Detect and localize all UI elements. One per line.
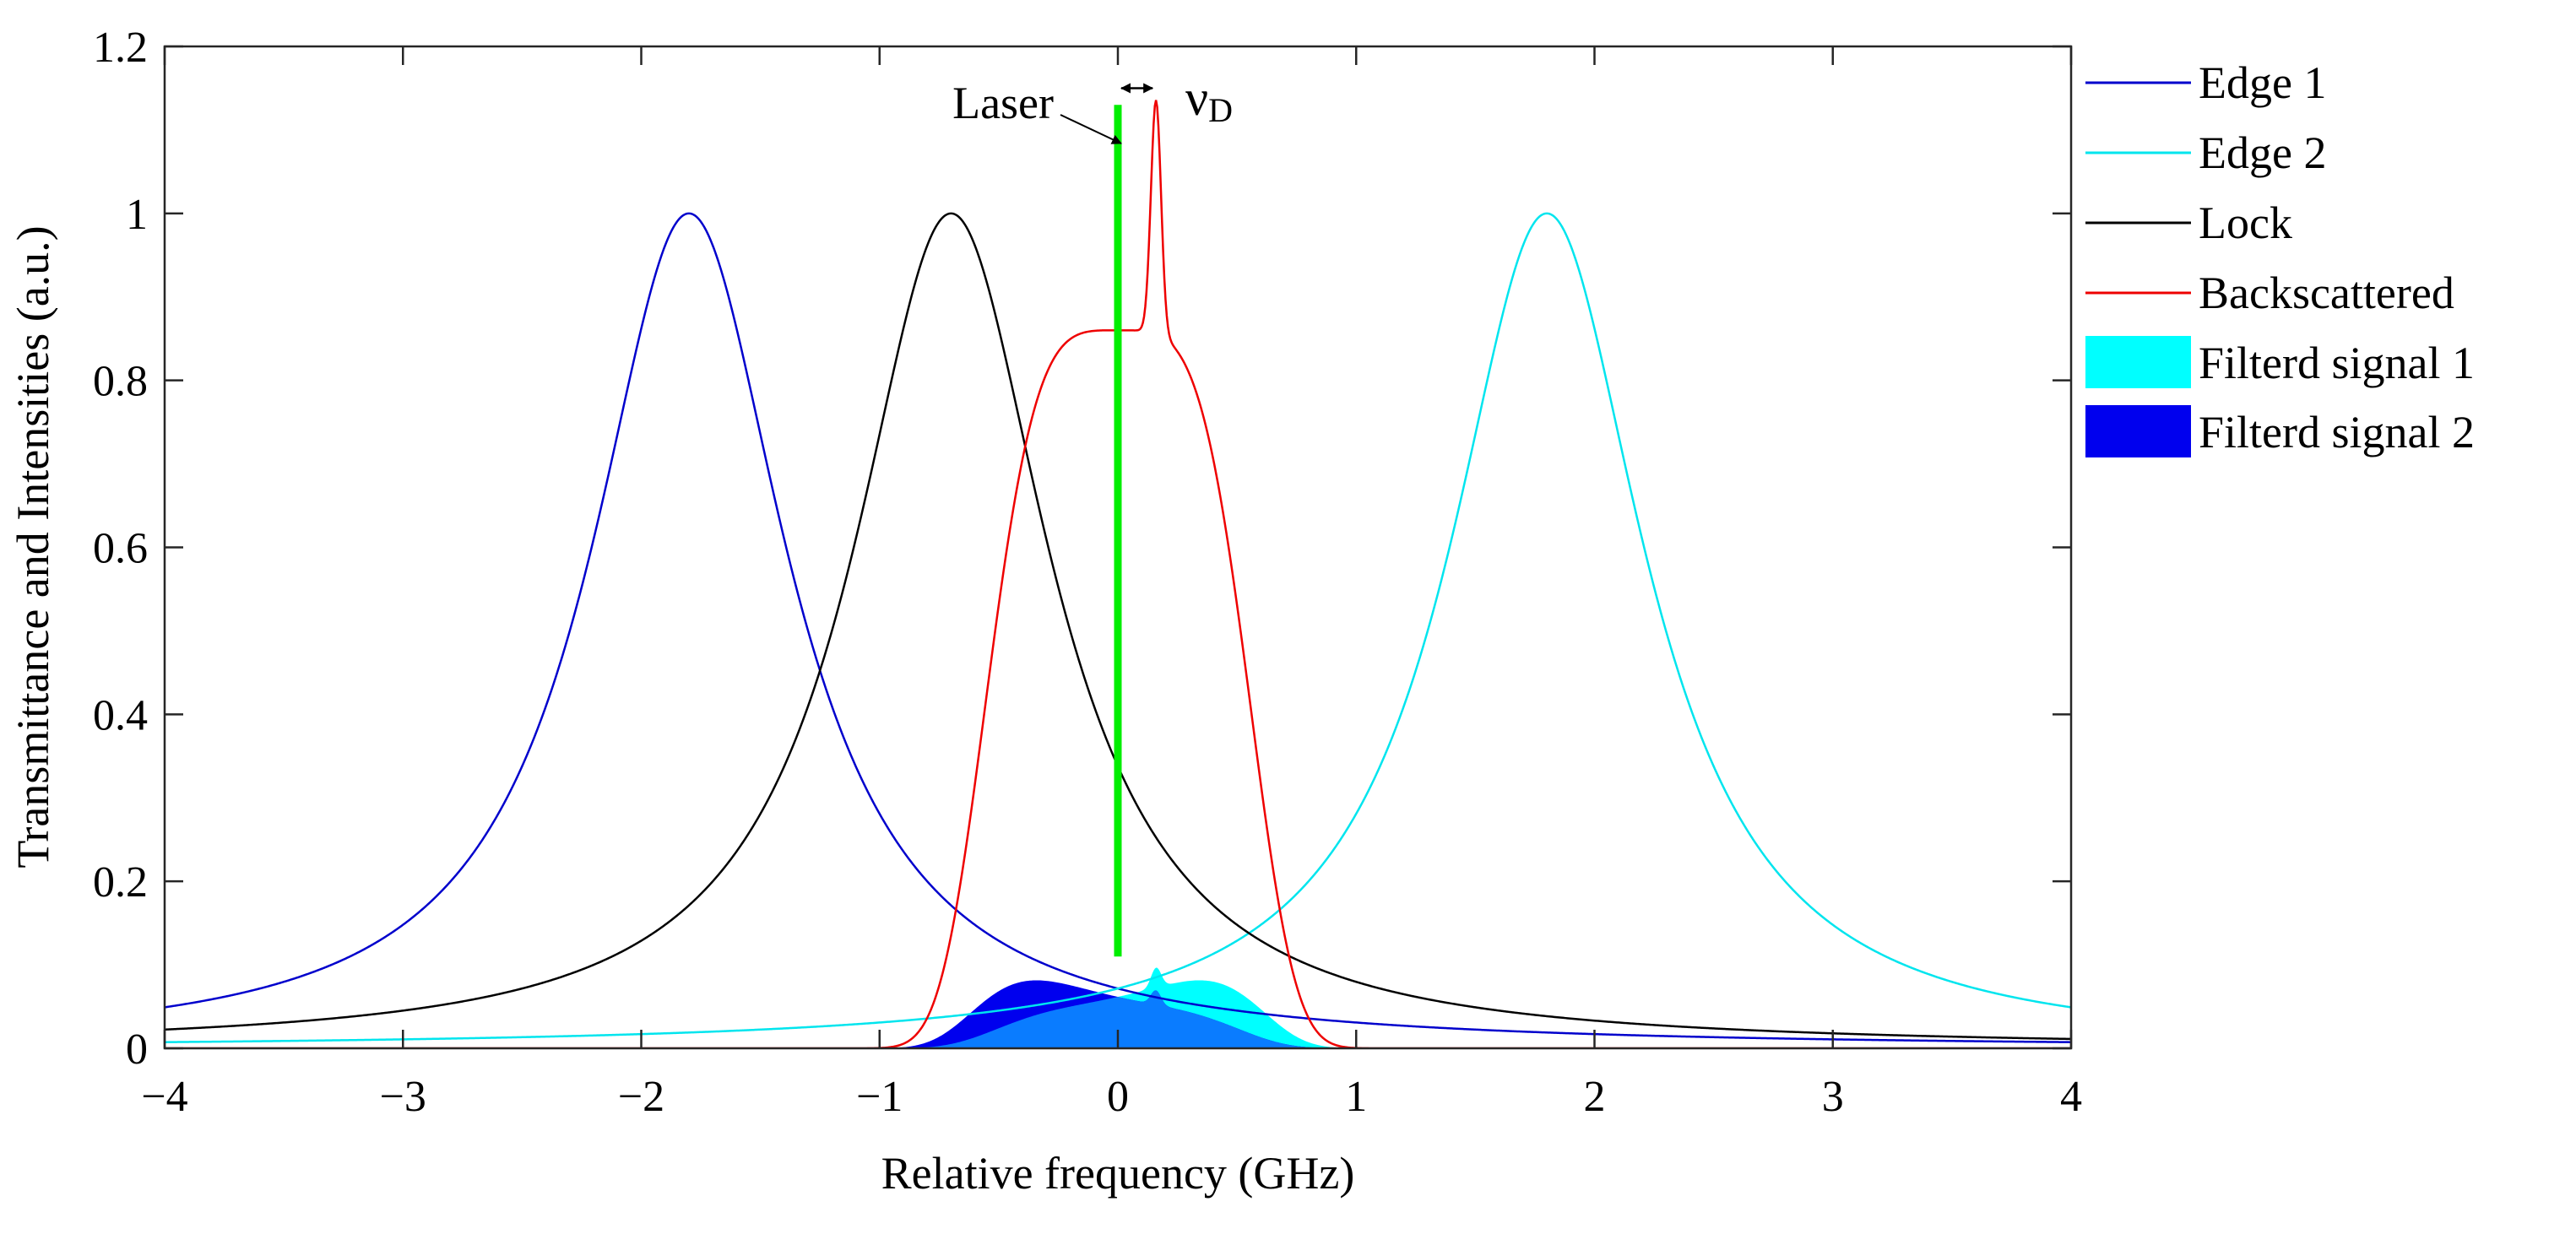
y-tick-label: 0.6 (93, 525, 148, 573)
legend-swatch (2085, 405, 2191, 457)
doppler-symbol: ν (1185, 70, 1208, 126)
x-axis-label: Relative frequency (GHz) (881, 1148, 1355, 1199)
legend-label: Edge 1 (2199, 57, 2326, 108)
x-tick-label: −1 (856, 1073, 903, 1121)
y-tick-label: 0.4 (93, 691, 148, 739)
x-tick-labels: −4 −3 −2 −1 0 1 2 3 4 (141, 1073, 2082, 1121)
x-tick-label: −2 (618, 1073, 664, 1121)
x-tick-label: 3 (1822, 1073, 1844, 1121)
edge-2-line (165, 212, 2071, 1043)
legend-label: Filterd signal 1 (2199, 338, 2475, 388)
legend-item-edge-1: Edge 1 (2085, 57, 2326, 108)
x-tick-label: 1 (1345, 1073, 1367, 1121)
legend-item-filtered-signal-1: Filterd signal 1 (2085, 336, 2475, 388)
y-tick-label: 1.2 (93, 24, 148, 72)
doppler-annotation: νD (1185, 70, 1233, 129)
y-tick-label: 0.8 (93, 358, 148, 406)
legend-swatch (2085, 336, 2191, 388)
legend-item-lock: Lock (2085, 198, 2292, 248)
legend-item-backscattered: Backscattered (2085, 268, 2454, 318)
legend: Edge 1 Edge 2 Lock Backscattered Filterd… (2085, 57, 2475, 457)
x-tick-label: −4 (141, 1073, 187, 1121)
legend-label: Edge 2 (2199, 127, 2326, 178)
laser-annotation: Laser (952, 78, 1054, 128)
doppler-subscript: D (1208, 91, 1233, 129)
y-tick-label: 0 (126, 1026, 148, 1074)
x-tick-label: −3 (380, 1073, 426, 1121)
legend-label: Backscattered (2199, 268, 2454, 318)
y-axis-label: Transmittance and Intensities (a.u.) (8, 225, 58, 868)
x-tick-label: 0 (1107, 1073, 1129, 1121)
annotations: Laser νD (952, 70, 1233, 144)
y-tick-label: 0.2 (93, 858, 148, 907)
tick-marks (163, 45, 2073, 1050)
laser-arrow (1060, 114, 1122, 144)
legend-label: Filterd signal 2 (2199, 407, 2475, 457)
legend-label: Lock (2199, 198, 2292, 248)
filtered-signal-overlap-area (165, 990, 2071, 1048)
x-tick-label: 4 (2060, 1073, 2082, 1121)
y-tick-labels: 0 0.2 0.4 0.6 0.8 1 1.2 (93, 24, 148, 1074)
legend-item-edge-2: Edge 2 (2085, 127, 2326, 178)
y-tick-label: 1 (126, 191, 148, 239)
plot-area (163, 45, 2073, 1050)
x-tick-label: 2 (1584, 1073, 1606, 1121)
legend-item-filtered-signal-2: Filterd signal 2 (2085, 405, 2475, 457)
